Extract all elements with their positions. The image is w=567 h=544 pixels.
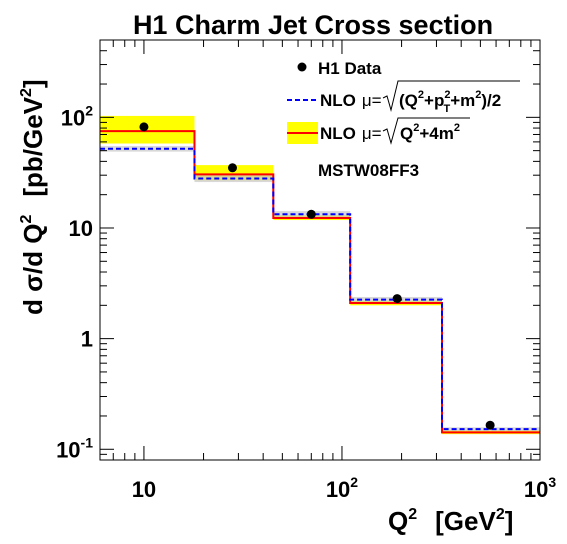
legend-nlo1-label: NLO μ=	[320, 91, 382, 110]
x-tick-label: 10	[132, 477, 156, 502]
data-point	[227, 163, 237, 173]
legend-nlo2-label: NLO μ=	[320, 124, 382, 143]
x-tick-label: 102	[326, 474, 358, 502]
plot-frame	[99, 39, 541, 461]
legend-data-marker	[297, 62, 307, 72]
legend-nlo2-radicand: Q2+4m2	[400, 122, 460, 143]
x-axis-label: Q2 [GeV2]	[388, 506, 513, 536]
y-axis-ticks: 10-1 1 10 102	[56, 39, 540, 462]
y-axis-label: d σ/d Q2[pb/GeV2]	[18, 79, 48, 315]
data-point	[392, 294, 402, 304]
legend-nlo1-radicand: (Q2+p2 T+m2)/2	[399, 89, 501, 115]
legend-data-label: H1 Data	[318, 59, 382, 78]
nlo-pt-line	[100, 147, 540, 431]
y-tick-label: 10-1	[56, 434, 93, 462]
legend-nlo2-sqrt	[382, 117, 470, 145]
x-tick-label: 103	[524, 474, 556, 502]
chart-title: H1 Charm Jet Cross section	[133, 10, 493, 40]
x-axis-ticks: 10 102 103	[99, 40, 556, 502]
pdf-annotation: MSTW08FF3	[318, 161, 419, 180]
y-tick-label: 102	[61, 102, 93, 130]
data-point	[485, 420, 495, 430]
y-tick-label: 10	[69, 216, 93, 241]
data-point	[306, 209, 316, 219]
legend: H1 Data NLO μ= (Q2+p2 T+m2)/2 NLO μ= Q2+4m2…	[287, 59, 520, 180]
legend-nlo1-sqrt	[382, 80, 520, 112]
band-nlo-pt-bin	[100, 146, 195, 152]
data-point	[139, 122, 149, 132]
y-tick-label: 1	[81, 327, 93, 352]
data-points	[139, 122, 495, 430]
